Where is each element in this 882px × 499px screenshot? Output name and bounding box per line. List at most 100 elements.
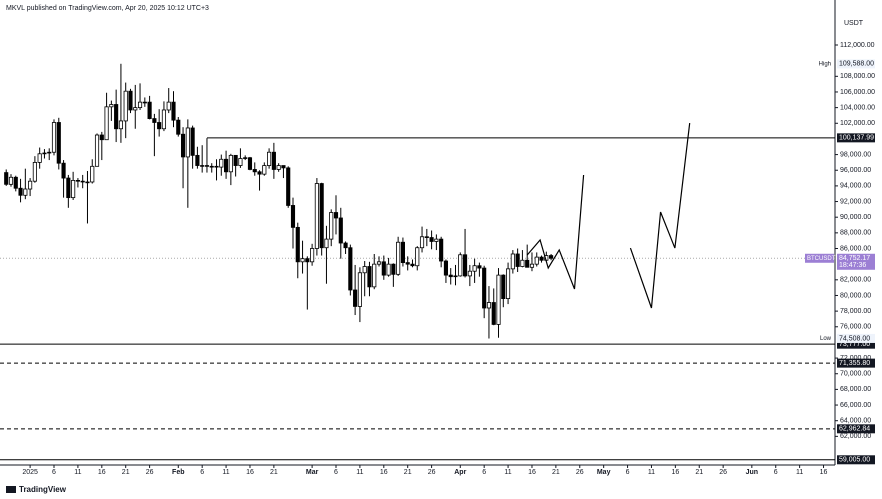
x-tick-label: 16 (671, 469, 679, 476)
x-tick-label: 16 (528, 469, 536, 476)
candle-body (90, 165, 95, 183)
candle-body (520, 259, 525, 267)
candle-body (472, 265, 477, 272)
candle-body (410, 263, 415, 267)
candle-body (529, 263, 535, 268)
marker-label: Low (820, 336, 832, 342)
price-box (837, 253, 875, 270)
candle-body (214, 165, 219, 168)
candle-body (47, 151, 52, 154)
candle-body (161, 109, 167, 130)
candle-body (61, 162, 66, 179)
x-tick-label: 11 (504, 469, 511, 476)
logo (6, 486, 16, 493)
y-tick-label: 108,000.00 (840, 73, 875, 80)
y-tick-label: 94,000.00 (840, 183, 871, 190)
candle-body (133, 107, 138, 111)
candle-body (367, 266, 372, 288)
candle-body (228, 154, 233, 173)
candle-body (85, 181, 90, 184)
candle-body (123, 90, 128, 122)
candle-body (305, 258, 310, 263)
y-tick-label: 102,000.00 (840, 120, 875, 127)
candle-body (286, 167, 291, 206)
candle-body (142, 101, 147, 104)
x-tick-label: 11 (648, 469, 655, 476)
candle-body (75, 180, 80, 182)
candle-body (534, 256, 539, 265)
candle-body (434, 238, 439, 242)
candle-body (271, 151, 276, 170)
candle-body (506, 268, 511, 299)
candle-body (66, 177, 71, 199)
candle-body (28, 180, 33, 190)
level-label-box (837, 339, 875, 349)
candle-body (348, 247, 353, 291)
y-tick-label: 96,000.00 (840, 167, 871, 174)
y-tick-label: 112,000.00 (840, 42, 875, 49)
header: MKVL published on TradingView.com, Apr 2… (6, 5, 209, 12)
candle-body (290, 205, 296, 228)
candle-body (295, 226, 300, 263)
candle-body (439, 238, 444, 262)
candle-body (185, 127, 190, 158)
x-tick-label: 6 (334, 469, 338, 476)
level-label: 71,355.80 (839, 360, 870, 367)
candle-body (42, 152, 47, 155)
candle-body (114, 104, 119, 130)
candle-body (415, 247, 420, 267)
candle-body (362, 266, 367, 274)
x-tick-label: Feb (172, 469, 184, 476)
y-tick-label: 68,000.00 (840, 386, 871, 393)
candle-body (157, 122, 162, 130)
level-label-box (837, 358, 875, 368)
x-tick-label: Apr (454, 469, 466, 476)
candle-body (37, 153, 42, 163)
candle-body (424, 236, 429, 238)
candle-body (372, 263, 377, 288)
candle-body (491, 302, 496, 325)
level-label: 59,005.00 (839, 457, 870, 464)
marker-label: High (819, 61, 831, 67)
x-tick-label: 6 (626, 469, 630, 476)
candle-body (109, 104, 114, 108)
candle-body (386, 263, 391, 276)
y-tick-label: 64,000.00 (840, 418, 871, 425)
marker-value: 109,588.00 (839, 61, 874, 68)
candle-body (419, 236, 425, 249)
x-tick-label: 11 (356, 469, 363, 476)
candle-body (128, 90, 133, 111)
candle-body (539, 256, 544, 261)
candle-body (314, 183, 319, 249)
x-tick-label: 16 (98, 469, 106, 476)
y-tick-label: 66,000.00 (840, 402, 871, 409)
y-tick-label: 72,000.00 (840, 355, 871, 362)
y-tick-label: 104,000.00 (840, 104, 875, 111)
candle-body (195, 154, 200, 166)
countdown: 18:47:36 (839, 262, 866, 269)
projection-line (526, 122, 691, 309)
candle-body (118, 120, 123, 130)
candle-body (400, 241, 405, 263)
x-tick-label: 26 (428, 469, 436, 476)
candle-body (391, 263, 396, 275)
candle-body (51, 122, 57, 153)
x-tick-label: 21 (695, 469, 703, 476)
level-label-box (837, 455, 875, 465)
x-tick-label: 26 (146, 469, 154, 476)
x-tick-label: 11 (796, 469, 803, 476)
y-tick-label: 70,000.00 (840, 371, 871, 378)
candle-body (376, 261, 382, 265)
candle-body (467, 270, 472, 277)
candle-body (4, 172, 9, 185)
price-label: 84,752.17 (839, 255, 870, 262)
candle-body (510, 253, 515, 270)
candle-body (71, 180, 76, 199)
candle-body (8, 176, 14, 185)
y-tick-label: 86,000.00 (840, 245, 871, 252)
level-label: 73,777.00 (839, 341, 870, 348)
candle-body (443, 260, 449, 276)
candle-body (32, 162, 37, 182)
y-tick-label: 78,000.00 (840, 308, 871, 315)
candle-body (209, 165, 214, 168)
